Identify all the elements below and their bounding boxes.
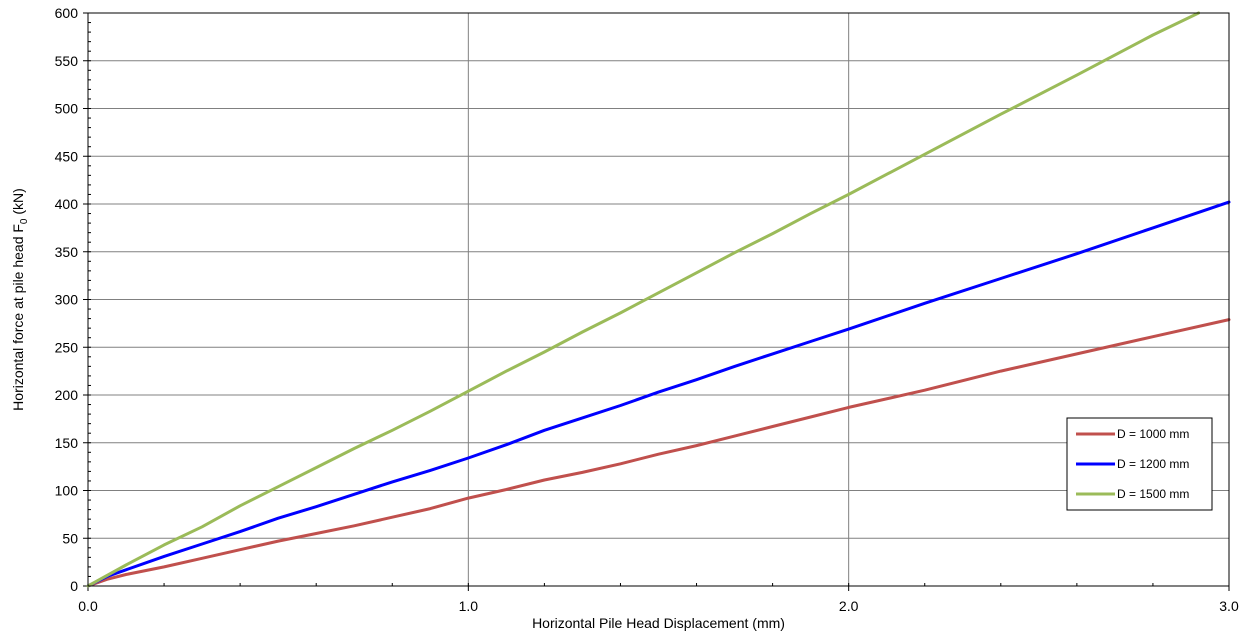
y-tick-label: 100 <box>55 483 79 499</box>
x-tick-labels: 0.0 1.0 2.0 3.0 <box>78 598 1239 614</box>
y-tick-label: 600 <box>55 5 79 21</box>
x-tick-label: 0.0 <box>78 598 98 614</box>
grid <box>88 13 1229 586</box>
series-line-3 <box>86 11 1201 588</box>
y-tick-label: 400 <box>55 196 79 212</box>
y-tick-label: 50 <box>62 530 78 546</box>
y-tick-label: 250 <box>55 339 79 355</box>
series-lines <box>86 11 1231 588</box>
series-line-2 <box>86 200 1231 588</box>
plot-frame <box>87 12 1230 587</box>
y-axis-title-unit: (kN) <box>10 188 26 218</box>
y-tick-label: 500 <box>55 101 79 117</box>
y-tick-label: 150 <box>55 435 79 451</box>
minor-ticks <box>83 12 1230 591</box>
y-tick-label: 350 <box>55 244 79 260</box>
y-tick-labels: 0 50 100 150 200 250 300 350 400 450 500 550 600 <box>55 5 79 594</box>
y-axis-title: Horizontal force at pile head F0 (kN) <box>10 188 30 411</box>
legend-label-3: D = 1500 mm <box>1117 487 1189 501</box>
y-tick-label: 550 <box>55 53 79 69</box>
legend-label-1: D = 1000 mm <box>1117 427 1189 441</box>
x-tick-label: 1.0 <box>459 598 479 614</box>
x-tick-label: 3.0 <box>1219 598 1239 614</box>
legend: D = 1000 mm D = 1200 mm D = 1500 mm <box>1066 417 1213 511</box>
y-axis-title-main: Horizontal force at pile head F <box>10 224 26 411</box>
y-tick-label: 450 <box>55 148 79 164</box>
y-tick-label: 200 <box>55 387 79 403</box>
x-axis-title: Horizontal Pile Head Displacement (mm) <box>532 615 785 631</box>
legend-label-2: D = 1200 mm <box>1117 457 1189 471</box>
series-line-1 <box>86 318 1231 588</box>
y-axis-title-subscript: 0 <box>19 218 30 224</box>
y-tick-label: 0 <box>70 578 78 594</box>
x-tick-label: 2.0 <box>839 598 859 614</box>
y-tick-label: 300 <box>55 292 79 308</box>
